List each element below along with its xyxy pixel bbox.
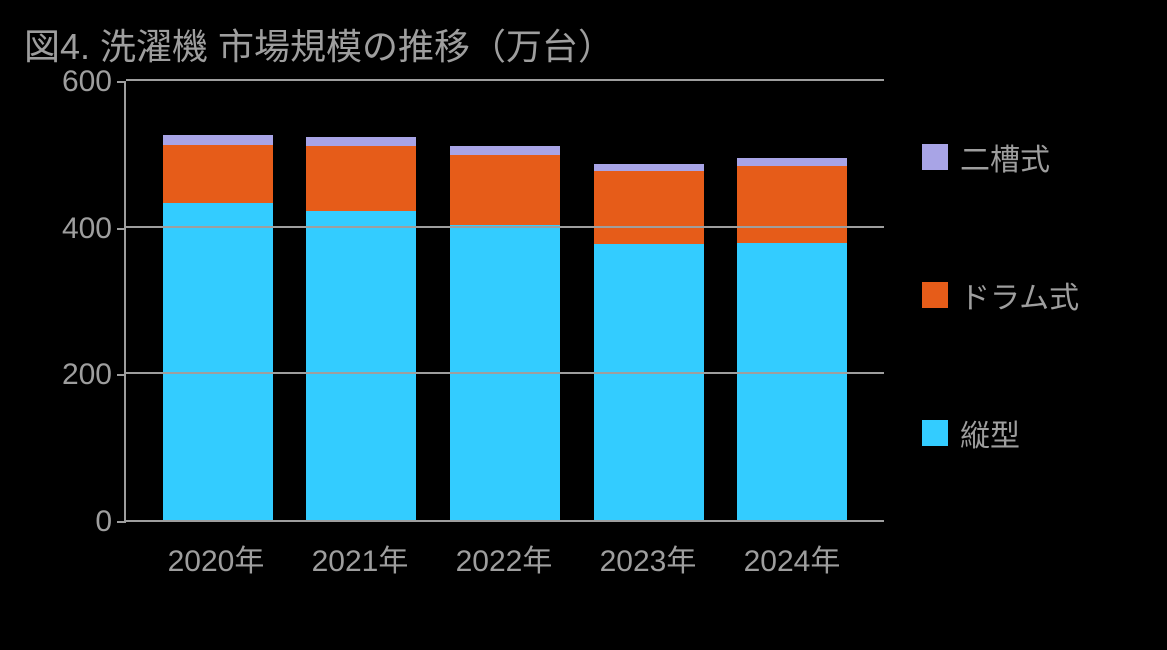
x-axis-label: 2020年 [151,536,281,580]
legend-label: 二槽式 [960,135,1050,179]
y-tick-label: 600 [62,65,112,99]
x-axis-label: 2021年 [295,536,425,580]
bar-segment-drum [163,145,273,204]
grid-line [126,372,884,374]
legend-label: 縦型 [960,411,1020,455]
legend-swatch [922,282,948,308]
bar-segment-vertical [594,244,704,520]
bar-segment-twin [737,158,847,165]
legend-swatch [922,144,948,170]
y-tick-mark [117,228,126,230]
legend-swatch [922,420,948,446]
bar-segment-drum [737,166,847,243]
bar-segment-twin [450,146,560,155]
bars-container [126,82,884,520]
y-axis: 0200400600 [24,82,124,522]
plot-area [124,82,884,522]
legend-item-vertical: 縦型 [922,411,1079,455]
bar-segment-twin [163,135,273,145]
bar-group [737,158,847,520]
bar-group [450,146,560,520]
y-tick-label: 200 [62,358,112,392]
bar-segment-drum [306,146,416,211]
bar-segment-vertical [163,203,273,520]
y-tick-marks [117,82,126,520]
x-axis-label: 2022年 [439,536,569,580]
legend-item-drum: ドラム式 [922,273,1079,317]
y-tick-mark [117,81,126,83]
grid-line [126,79,884,81]
plot-column: 2020年 2021年 2022年 2023年 2024年 [124,82,884,580]
bar-group [306,137,416,520]
bar-group [163,135,273,520]
x-axis-labels: 2020年 2021年 2022年 2023年 2024年 [124,522,884,580]
bar-segment-vertical [306,211,416,520]
chart-container: 図4. 洗濯機 市場規模の推移（万台） 0 200 400 600 2020年 2021… [0,0,1167,650]
y-tick-label: 400 [62,212,112,246]
chart-title: 図4. 洗濯機 市場規模の推移（万台） [24,18,1143,70]
bar-segment-drum [450,155,560,225]
y-tick-mark [117,374,126,376]
x-axis-label: 2023年 [583,536,713,580]
bar-segment-vertical [737,243,847,520]
bar-segment-twin [594,164,704,171]
bar-segment-drum [594,171,704,244]
chart-body: 0200400600 2020年2021年2022年2023年2024年 二槽式… [24,82,1143,580]
bar-segment-twin [306,137,416,146]
y-tick-label: 0 [95,505,112,539]
legend: 二槽式ドラム式縦型 [884,82,1079,502]
y-tick-mark [117,521,126,523]
x-axis-label: 2024年 [727,536,857,580]
legend-item-twin: 二槽式 [922,135,1079,179]
grid-line [126,226,884,228]
legend-label: ドラム式 [960,273,1079,317]
bar-group [594,164,704,520]
